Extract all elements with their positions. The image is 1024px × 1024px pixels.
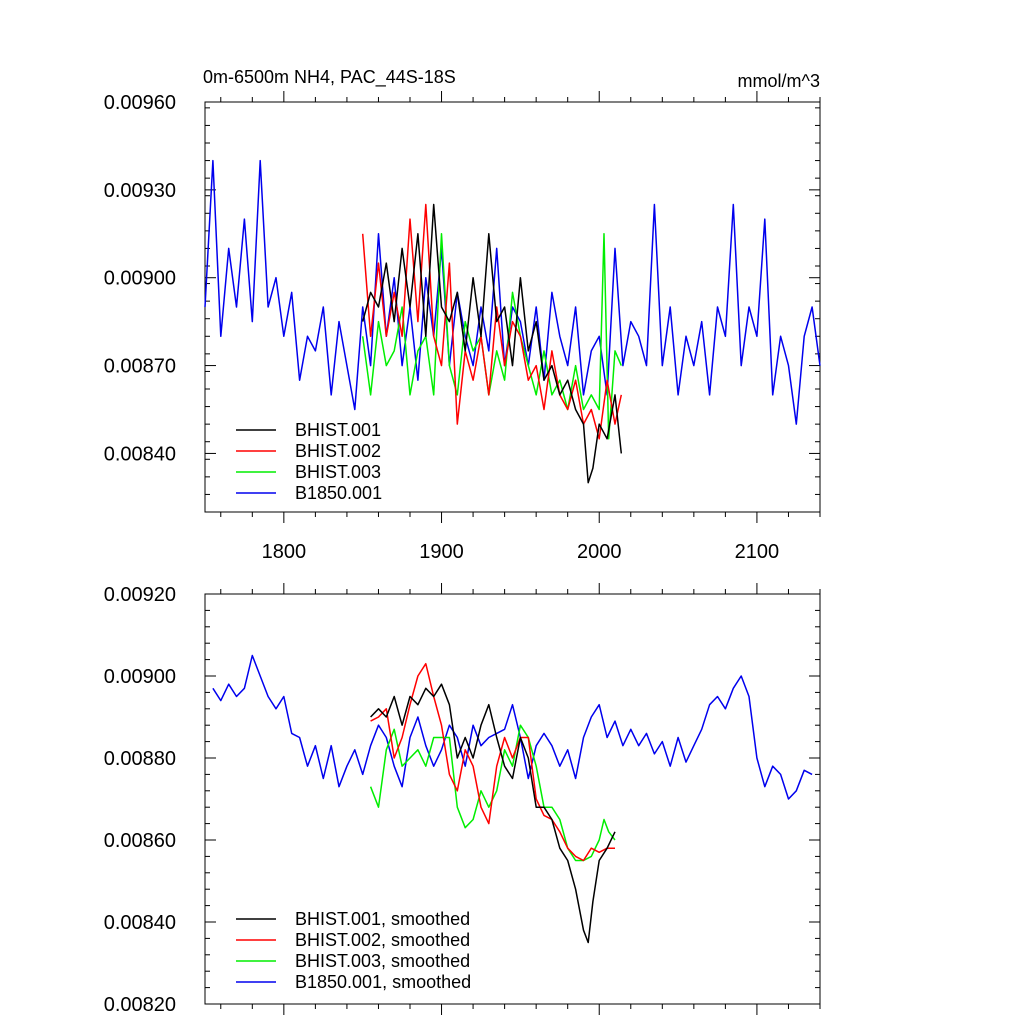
- series-line-bhist-002-smoothed: [370, 662, 615, 862]
- x-tick-label: 2100: [735, 541, 780, 563]
- legend-label: B1850.001: [295, 483, 382, 503]
- top-series: [204, 159, 821, 484]
- legend-label: BHIST.002: [295, 441, 381, 461]
- legend-label: BHIST.003, smoothed: [295, 951, 470, 971]
- y-tick-label: 0.00880: [104, 748, 176, 770]
- series-line-bhist-003: [361, 233, 622, 440]
- legend-label: BHIST.002, smoothed: [295, 930, 470, 950]
- y-tick-label: 0.00870: [104, 356, 176, 378]
- y-tick-label: 0.00840: [104, 912, 176, 934]
- legend-label: BHIST.003: [295, 462, 381, 482]
- y-tick-label: 0.00840: [104, 443, 176, 465]
- legend-label: BHIST.001, smoothed: [295, 909, 470, 929]
- legend-label: B1850.001, smoothed: [295, 972, 471, 992]
- bottom-panel: 0.00820 0.00840 0.00860 0.00880 0.00900 0.009…: [104, 583, 821, 1016]
- y-tick-label: 0.00900: [104, 268, 176, 290]
- bottom-plot-frame: [204, 593, 821, 1005]
- legend-label: BHIST.001: [295, 420, 381, 440]
- bottom-axes: 0.00820 0.00840 0.00860 0.00880 0.00900 0.009…: [104, 583, 821, 1016]
- y-tick-label: 0.00860: [104, 830, 176, 852]
- top-chart-title: 0m-6500m NH4, PAC_44S-18S: [203, 67, 456, 88]
- top-panel: 0m-6500m NH4, PAC_44S-18S mmol/m^3 0.008…: [104, 67, 821, 563]
- y-tick-label: 0.00820: [104, 994, 176, 1016]
- x-tick-label: 1900: [419, 541, 464, 563]
- x-tick-label: 1800: [262, 541, 307, 563]
- x-tick-label: 2000: [577, 541, 622, 563]
- series-line-b1850-001: [204, 159, 821, 425]
- series-line-bhist-003-smoothed: [369, 724, 616, 862]
- top-axes: 0.00840 0.00870 0.00900 0.00930 0.00960 1800 1…: [104, 91, 821, 563]
- series-line-bhist-001: [361, 203, 623, 484]
- y-tick-label: 0.00960: [104, 92, 176, 114]
- series-line-b1850-001-smoothed: [212, 654, 813, 800]
- y-tick-label: 0.00900: [104, 666, 176, 688]
- series-line-bhist-001-smoothed: [370, 683, 616, 944]
- bottom-series: [212, 654, 813, 944]
- y-tick-label: 0.00930: [104, 180, 176, 202]
- top-chart-units: mmol/m^3: [738, 71, 820, 91]
- y-tick-label: 0.00920: [104, 584, 176, 606]
